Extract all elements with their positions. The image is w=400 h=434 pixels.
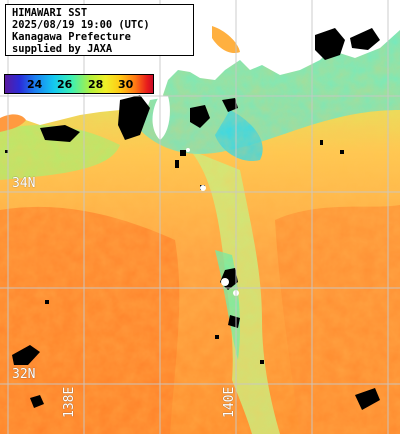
colorbar-tick-26: 26 xyxy=(57,78,73,91)
credit-label: supplied by JAXA xyxy=(12,43,113,55)
title-box: HIMAWARI SST 2025/08/19 19:00 (UTC) Kana… xyxy=(5,4,194,56)
temperature-colorbar: 24 26 28 30 xyxy=(4,74,154,94)
latitude-label-32n: 32N xyxy=(12,367,36,382)
warm-land-west xyxy=(0,114,26,132)
timestamp: 2025/08/19 19:00 (UTC) xyxy=(12,19,150,31)
colorbar-tick-28: 28 xyxy=(88,78,104,91)
colorbar-tick-24: 24 xyxy=(27,78,43,91)
bay-warm-patch xyxy=(212,26,240,54)
longitude-label-140e: 140E xyxy=(222,386,237,418)
cloud-mask xyxy=(5,28,380,410)
colorbar-tick-30: 30 xyxy=(118,78,134,91)
latitude-label-34n: 34N xyxy=(12,176,36,191)
longitude-label-138e: 138E xyxy=(62,386,77,418)
region-label: Kanagawa Prefecture xyxy=(12,31,131,43)
title-line-1: HIMAWARI SST xyxy=(12,7,88,19)
land-izu-peninsula xyxy=(152,95,170,140)
